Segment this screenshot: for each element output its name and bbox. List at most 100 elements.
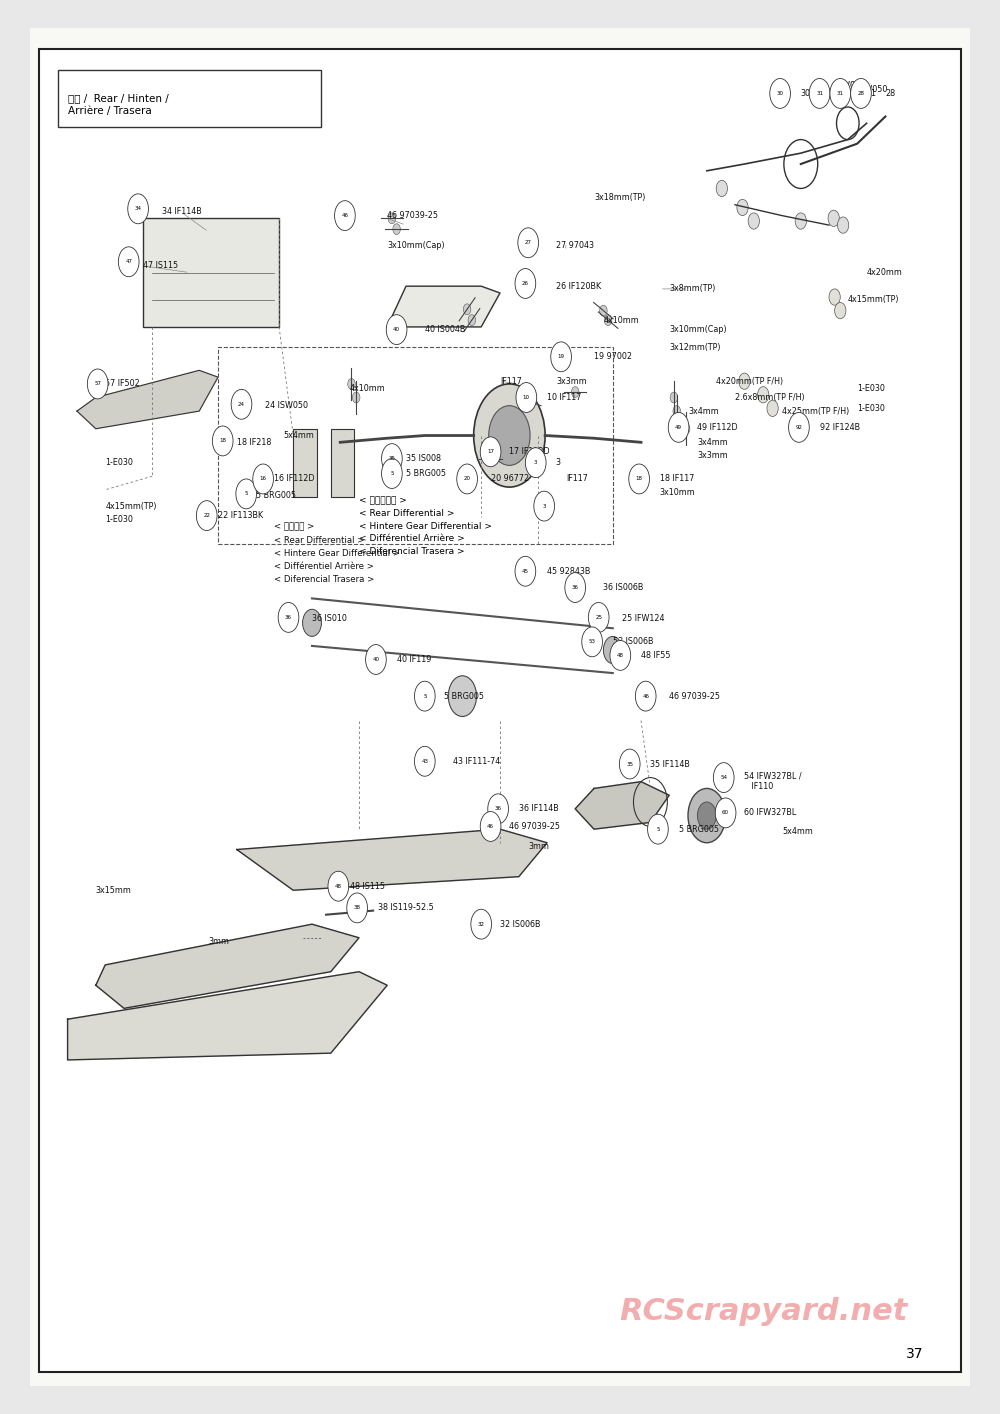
Text: 17 IF112D: 17 IF112D	[509, 447, 550, 457]
Polygon shape	[237, 829, 547, 891]
Text: 1-E030: 1-E030	[857, 404, 885, 413]
Text: 46: 46	[487, 824, 494, 829]
Text: 48 IF55: 48 IF55	[641, 650, 670, 660]
Polygon shape	[96, 925, 359, 1008]
Circle shape	[347, 894, 367, 923]
Circle shape	[393, 223, 400, 235]
Text: 22 IF113BK: 22 IF113BK	[218, 510, 263, 520]
Circle shape	[526, 396, 534, 407]
Text: 5 BRG005: 5 BRG005	[406, 469, 446, 478]
Circle shape	[480, 812, 501, 841]
Text: < リヤデフ >
< Rear Differential >
< Hintere Gear Differential >
< Différentiel Arri: < リヤデフ > < Rear Differential > < Hintere…	[274, 522, 400, 584]
Circle shape	[386, 315, 407, 345]
Text: 34 IF114B: 34 IF114B	[162, 206, 201, 216]
Text: 31: 31	[867, 89, 877, 98]
Text: 5: 5	[656, 827, 660, 831]
Text: 30: 30	[801, 89, 811, 98]
Circle shape	[352, 392, 360, 403]
Circle shape	[748, 214, 759, 229]
Text: 48 IS115: 48 IS115	[350, 882, 385, 891]
Circle shape	[489, 406, 530, 465]
Circle shape	[348, 379, 355, 389]
Circle shape	[835, 303, 846, 318]
Polygon shape	[387, 286, 500, 327]
Text: 38 IS119-52.5: 38 IS119-52.5	[378, 904, 434, 912]
Text: 31: 31	[848, 89, 858, 98]
Text: 18 IF117: 18 IF117	[660, 475, 694, 484]
Text: 48: 48	[335, 884, 342, 888]
Text: 18 IF218: 18 IF218	[237, 438, 271, 447]
Circle shape	[278, 602, 299, 632]
Text: 5: 5	[244, 492, 248, 496]
Circle shape	[610, 641, 631, 670]
Text: 35 IF114B: 35 IF114B	[650, 759, 690, 769]
Circle shape	[335, 201, 355, 230]
Circle shape	[366, 645, 386, 674]
Text: 54: 54	[720, 775, 727, 781]
Circle shape	[480, 437, 501, 467]
Circle shape	[604, 315, 612, 325]
Circle shape	[715, 797, 736, 827]
Text: 1-E030: 1-E030	[105, 515, 133, 525]
Text: 10: 10	[523, 395, 530, 400]
Text: 35 IS008: 35 IS008	[406, 454, 441, 464]
Text: 35: 35	[388, 457, 395, 461]
Text: 4x15mm(TP): 4x15mm(TP)	[848, 296, 899, 304]
Circle shape	[515, 556, 536, 587]
Text: 18: 18	[636, 477, 643, 481]
Text: 17: 17	[487, 450, 494, 454]
Text: 3x10mm: 3x10mm	[660, 488, 696, 498]
Text: 16: 16	[260, 477, 267, 481]
Circle shape	[648, 814, 668, 844]
Polygon shape	[68, 971, 387, 1060]
Text: 20 96772: 20 96772	[491, 475, 529, 484]
Circle shape	[303, 609, 321, 636]
Circle shape	[668, 413, 689, 443]
Circle shape	[516, 383, 537, 413]
Circle shape	[128, 194, 148, 223]
Text: 3x4mm: 3x4mm	[697, 438, 728, 447]
Text: 43 IF111-74: 43 IF111-74	[453, 756, 500, 766]
Text: 4x20mm(TP F/H): 4x20mm(TP F/H)	[716, 376, 783, 386]
Text: RCScrapyard.net: RCScrapyard.net	[619, 1297, 907, 1325]
Text: 4x10mm: 4x10mm	[603, 315, 639, 325]
Polygon shape	[77, 370, 218, 428]
Text: 37: 37	[906, 1348, 923, 1362]
Text: リヤ /  Rear / Hinten /
Arrière / Trasera: リヤ / Rear / Hinten / Arrière / Trasera	[68, 93, 168, 116]
Text: 3x3mm: 3x3mm	[697, 451, 728, 461]
Text: 3x10mm(Cap): 3x10mm(Cap)	[669, 325, 727, 334]
Text: 16 IF112D: 16 IF112D	[274, 475, 315, 484]
Text: 3x8mm(TP): 3x8mm(TP)	[669, 284, 716, 294]
Circle shape	[682, 423, 690, 434]
Circle shape	[635, 682, 656, 711]
Text: 5 BRG005: 5 BRG005	[444, 691, 484, 701]
Circle shape	[829, 288, 840, 305]
Text: 3: 3	[556, 458, 564, 467]
Text: 1-E030: 1-E030	[105, 458, 133, 467]
Circle shape	[809, 79, 830, 109]
Text: 36: 36	[495, 806, 502, 812]
Text: 57: 57	[94, 382, 101, 386]
Text: 2.6x8mm(TP F/H): 2.6x8mm(TP F/H)	[735, 393, 805, 402]
Circle shape	[770, 79, 790, 109]
Circle shape	[474, 385, 545, 486]
Text: 40: 40	[372, 658, 379, 662]
Text: 38: 38	[354, 905, 361, 911]
Bar	[293, 428, 317, 496]
Text: 3x15mm: 3x15mm	[96, 885, 132, 895]
Text: IF117: IF117	[566, 475, 588, 484]
Circle shape	[688, 789, 726, 843]
Circle shape	[600, 305, 607, 317]
Text: 28: 28	[857, 90, 864, 96]
Circle shape	[328, 871, 349, 901]
Circle shape	[118, 247, 139, 277]
Bar	[331, 428, 354, 496]
Bar	[58, 71, 321, 127]
Circle shape	[629, 464, 649, 493]
Circle shape	[565, 573, 586, 602]
Circle shape	[837, 216, 849, 233]
Text: 53 IS006B: 53 IS006B	[613, 638, 653, 646]
Text: 40 IF119: 40 IF119	[397, 655, 431, 665]
Text: 5: 5	[423, 694, 427, 699]
Circle shape	[196, 501, 217, 530]
